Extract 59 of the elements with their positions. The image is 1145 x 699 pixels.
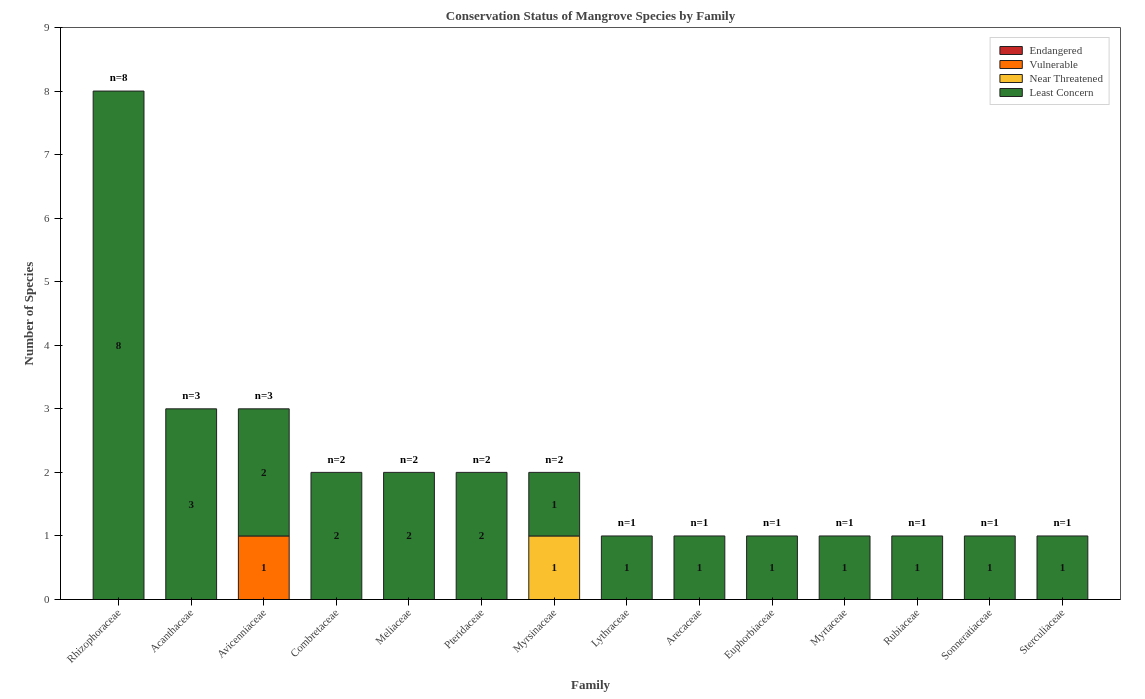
bar (600, 535, 653, 600)
total-label: n=1 (617, 516, 636, 529)
y-tick-label: 7 (44, 148, 50, 161)
total-label: n=1 (763, 516, 781, 529)
bar (746, 535, 798, 600)
data-label: 1 (1059, 561, 1066, 574)
bar (1036, 535, 1089, 600)
y-tick-label: 2 (44, 465, 50, 478)
data-label: 2 (261, 465, 268, 478)
legend-label: Vulnerable (1029, 58, 1078, 70)
total-label: n=1 (1053, 516, 1072, 529)
total-label: n=2 (400, 452, 419, 465)
bar (92, 90, 145, 600)
data-label: 1 (841, 561, 848, 574)
legend-label: Endangered (1029, 44, 1083, 56)
data-label: 2 (478, 529, 485, 542)
total-label: n=1 (980, 516, 999, 529)
x-axis-title: Family (571, 677, 611, 693)
data-label: 1 (696, 561, 703, 574)
bar (891, 535, 944, 600)
total-label: n=3 (182, 389, 201, 402)
total-label: n=1 (690, 516, 709, 529)
legend-label: Near Threatened (1029, 72, 1103, 84)
total-label: n=2 (327, 452, 346, 465)
total-label: n=2 (545, 452, 564, 465)
total-label: n=1 (835, 516, 854, 529)
bar (165, 408, 218, 600)
y-tick-label: 9 (44, 21, 50, 33)
data-label: 1 (914, 561, 920, 574)
data-label: 1 (261, 561, 267, 574)
y-tick-label: 8 (44, 84, 50, 97)
total-label: n=3 (254, 389, 274, 402)
data-label: 1 (987, 561, 993, 574)
bar (818, 535, 871, 600)
chart-title: Conservation Status of Mangrove Species by Family (445, 7, 736, 23)
data-label: 8 (115, 338, 122, 351)
y-tick-label: 4 (44, 338, 50, 351)
legend-label: Least Concern (1029, 86, 1094, 98)
bar (673, 535, 726, 600)
bar (963, 535, 1016, 600)
data-label: 1 (624, 561, 630, 574)
total-label: n=2 (472, 452, 492, 465)
bar (310, 471, 363, 600)
y-tick-label: 3 (44, 402, 50, 415)
y-tick-label: 1 (44, 529, 50, 542)
y-tick-label: 6 (44, 211, 50, 224)
total-label: n=8 (109, 71, 129, 84)
y-axis-title: Number of Species (21, 261, 36, 366)
bar (455, 471, 508, 600)
data-label: 1 (551, 561, 557, 574)
data-label: 2 (333, 529, 340, 542)
bar (383, 471, 435, 600)
total-label: n=1 (908, 516, 927, 529)
y-tick-label: 5 (44, 275, 50, 288)
y-tick-label: 0 (44, 593, 50, 605)
data-label: 2 (406, 529, 413, 542)
data-label: 1 (551, 497, 557, 510)
data-label: 3 (188, 497, 195, 510)
data-label: 1 (769, 561, 775, 574)
